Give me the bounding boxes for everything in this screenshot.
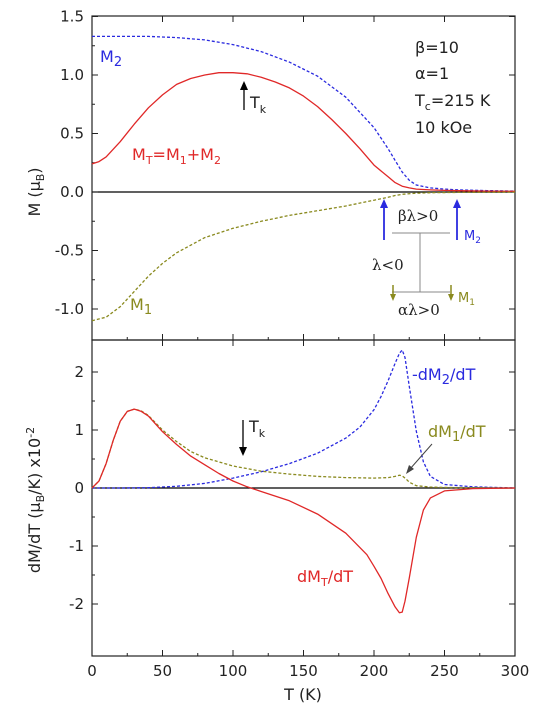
tk-arrow-bottom-head [239, 447, 247, 456]
tk-label-bottom: Tk [248, 417, 266, 440]
x-tick-label: 150 [289, 662, 318, 680]
series-line-dmt-dt [91, 408, 516, 614]
x-axis-label: T (K) [283, 685, 322, 704]
label-dm2dt: -dM2/dT [412, 365, 476, 388]
bottom-panel-frame [91, 339, 516, 657]
tk-arrow-top-head [240, 81, 248, 90]
series-line-m2 [92, 35, 516, 192]
svg-text:αλ>0: αλ>0 [398, 301, 440, 319]
x-tick-label: 200 [360, 662, 389, 680]
label-m2: M2 [100, 47, 122, 70]
x-tick-label: 100 [219, 662, 248, 680]
y-tick-label: -1 [69, 537, 84, 555]
param-field: 10 kOe [415, 118, 472, 137]
param-alpha: α=1 [415, 64, 449, 83]
x-tick-label: 0 [87, 662, 97, 680]
tk-label-top: Tk [249, 93, 267, 116]
svg-text:λ<0: λ<0 [372, 256, 404, 274]
param-beta: β=10 [415, 38, 459, 57]
label-dm1dt: dM1/dT [428, 422, 486, 445]
y-tick-label: 1 [74, 421, 84, 439]
y-tick-label: 0.5 [60, 125, 84, 143]
x-tick-label: 250 [430, 662, 459, 680]
svg-text:M1: M1 [458, 291, 475, 308]
y-tick-label: 1.0 [60, 66, 84, 84]
y-tick-label: 2 [74, 363, 84, 381]
label-m1: M1 [130, 295, 152, 318]
series-line--dm2-dt [92, 349, 516, 489]
bottom-y-axis-label: dM/dT (μB/K) x10-2 [24, 427, 47, 573]
exchange-inset: βλ>0 λ<0 αλ>0 M2 M1 [372, 199, 481, 319]
series-line-m1 [91, 191, 516, 322]
dm1-pointer-arrow [409, 443, 433, 470]
y-tick-label: -0.5 [55, 242, 84, 260]
y-tick-label: 0 [74, 479, 84, 497]
param-tc: Tc=215 K [414, 91, 491, 113]
label-mt: MT=M1+M2 [132, 145, 221, 167]
x-tick-label: 50 [153, 662, 172, 680]
dm1-pointer-arrow-head [406, 465, 414, 474]
series-line-dm1-dt [91, 408, 516, 489]
svg-text:M2: M2 [464, 229, 481, 246]
y-tick-label: 0.0 [60, 183, 84, 201]
y-tick-label: 1.5 [60, 8, 84, 26]
series-line-mt-m1-m2 [91, 72, 516, 192]
x-tick-label: 300 [501, 662, 530, 680]
top-y-axis-label: M (μB) [25, 167, 47, 216]
label-dmtdt: dMT/dT [297, 567, 353, 589]
svg-text:βλ>0: βλ>0 [398, 207, 438, 225]
y-tick-label: -2 [69, 595, 84, 613]
y-tick-label: -1.0 [55, 300, 84, 318]
